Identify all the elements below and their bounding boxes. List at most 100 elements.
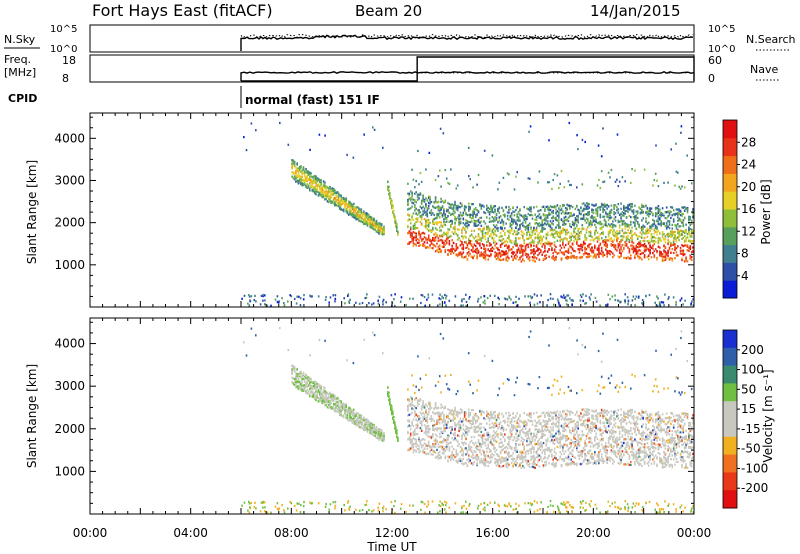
power-cell	[474, 213, 477, 217]
power-cell	[610, 209, 613, 212]
power-cell	[627, 255, 629, 259]
power-cell	[553, 256, 556, 260]
power-cell	[388, 188, 390, 191]
power-cell	[556, 234, 559, 237]
power-cell	[494, 244, 496, 247]
power-cell	[573, 231, 575, 234]
power-cell	[498, 207, 501, 210]
power-cell	[345, 208, 347, 211]
power-cell	[660, 239, 662, 242]
power-cell	[293, 172, 296, 175]
power-cell	[612, 231, 614, 234]
power-cell	[678, 225, 680, 228]
velocity-cell	[291, 368, 293, 371]
power-cell	[497, 253, 499, 257]
power-cell	[528, 177, 531, 180]
power-cell	[434, 217, 437, 220]
power-cell	[419, 205, 422, 208]
power-cell	[647, 248, 650, 251]
power-cell	[506, 172, 509, 175]
power-cell	[468, 237, 470, 240]
power-cell	[523, 206, 525, 209]
power-cell	[690, 230, 693, 233]
velocity-cell	[300, 372, 302, 375]
power-cell	[348, 205, 350, 208]
power-cell	[544, 222, 546, 225]
power-cell	[538, 236, 541, 239]
power-cell	[425, 222, 427, 225]
velocity-cell	[300, 376, 302, 379]
power-cell	[549, 228, 552, 231]
power-cell	[488, 213, 491, 216]
power-cell	[409, 231, 412, 234]
velocity-cell	[293, 383, 296, 387]
velocity-cell	[356, 420, 359, 423]
velocity-cell	[348, 407, 350, 410]
power-cell	[462, 227, 465, 230]
power-cell	[634, 304, 636, 307]
power-cell	[378, 222, 380, 225]
power-cell	[480, 237, 483, 240]
velocity-cell	[298, 386, 301, 389]
power-cell	[581, 256, 584, 259]
power-cell	[569, 204, 571, 207]
power-cell	[591, 251, 593, 254]
power-cell	[349, 212, 351, 216]
power-cell	[553, 228, 556, 231]
power-cell	[436, 221, 438, 224]
power-cell	[649, 248, 651, 251]
power-cell	[298, 179, 301, 182]
velocity-cell	[296, 386, 298, 389]
power-cell	[351, 205, 354, 208]
power-cell	[668, 258, 671, 261]
power-cell	[341, 201, 344, 204]
power-cell	[686, 233, 689, 236]
power-cell	[378, 229, 380, 232]
power-cell	[580, 295, 583, 298]
power-cell	[620, 215, 622, 218]
power-cell	[530, 235, 532, 238]
power-cell	[534, 218, 536, 221]
power-cell	[497, 227, 499, 230]
power-cell	[425, 168, 427, 171]
power-cell	[649, 209, 651, 213]
freq-left-tick-bottom: 8	[62, 72, 69, 85]
velocity-cell	[370, 429, 373, 432]
power-cell	[479, 236, 481, 239]
power-cell	[614, 225, 617, 228]
velocity-cell	[316, 386, 319, 389]
power-cell	[647, 212, 650, 215]
power-cell	[535, 249, 538, 252]
power-cell	[467, 146, 470, 149]
power-cell	[358, 207, 360, 210]
velocity-cell	[361, 423, 364, 426]
power-cell	[438, 226, 441, 229]
power-cell	[477, 242, 480, 245]
power-cell	[374, 222, 376, 225]
power-cell	[407, 213, 409, 216]
power-cell	[476, 219, 478, 223]
power-cell	[330, 196, 332, 199]
power-cell	[645, 249, 647, 252]
power-cell	[585, 228, 588, 231]
power-cell	[524, 245, 527, 248]
power-cell	[375, 225, 378, 228]
power-cell	[571, 255, 574, 258]
power-cell	[436, 234, 438, 237]
power-cell	[677, 216, 679, 219]
power-cell	[438, 297, 440, 300]
power-cell	[526, 225, 528, 228]
power-cell	[541, 206, 543, 209]
power-cell	[544, 257, 546, 260]
power-cell	[563, 219, 566, 222]
power-cell	[298, 177, 301, 180]
power-cell	[417, 149, 419, 153]
power-cell	[409, 197, 412, 200]
power-cell	[476, 252, 478, 255]
power-cell	[455, 208, 458, 211]
power-cell	[303, 179, 306, 183]
power-cell	[408, 241, 411, 244]
power-cell	[558, 214, 560, 217]
power-cell	[551, 227, 553, 230]
power-cell	[468, 241, 470, 245]
